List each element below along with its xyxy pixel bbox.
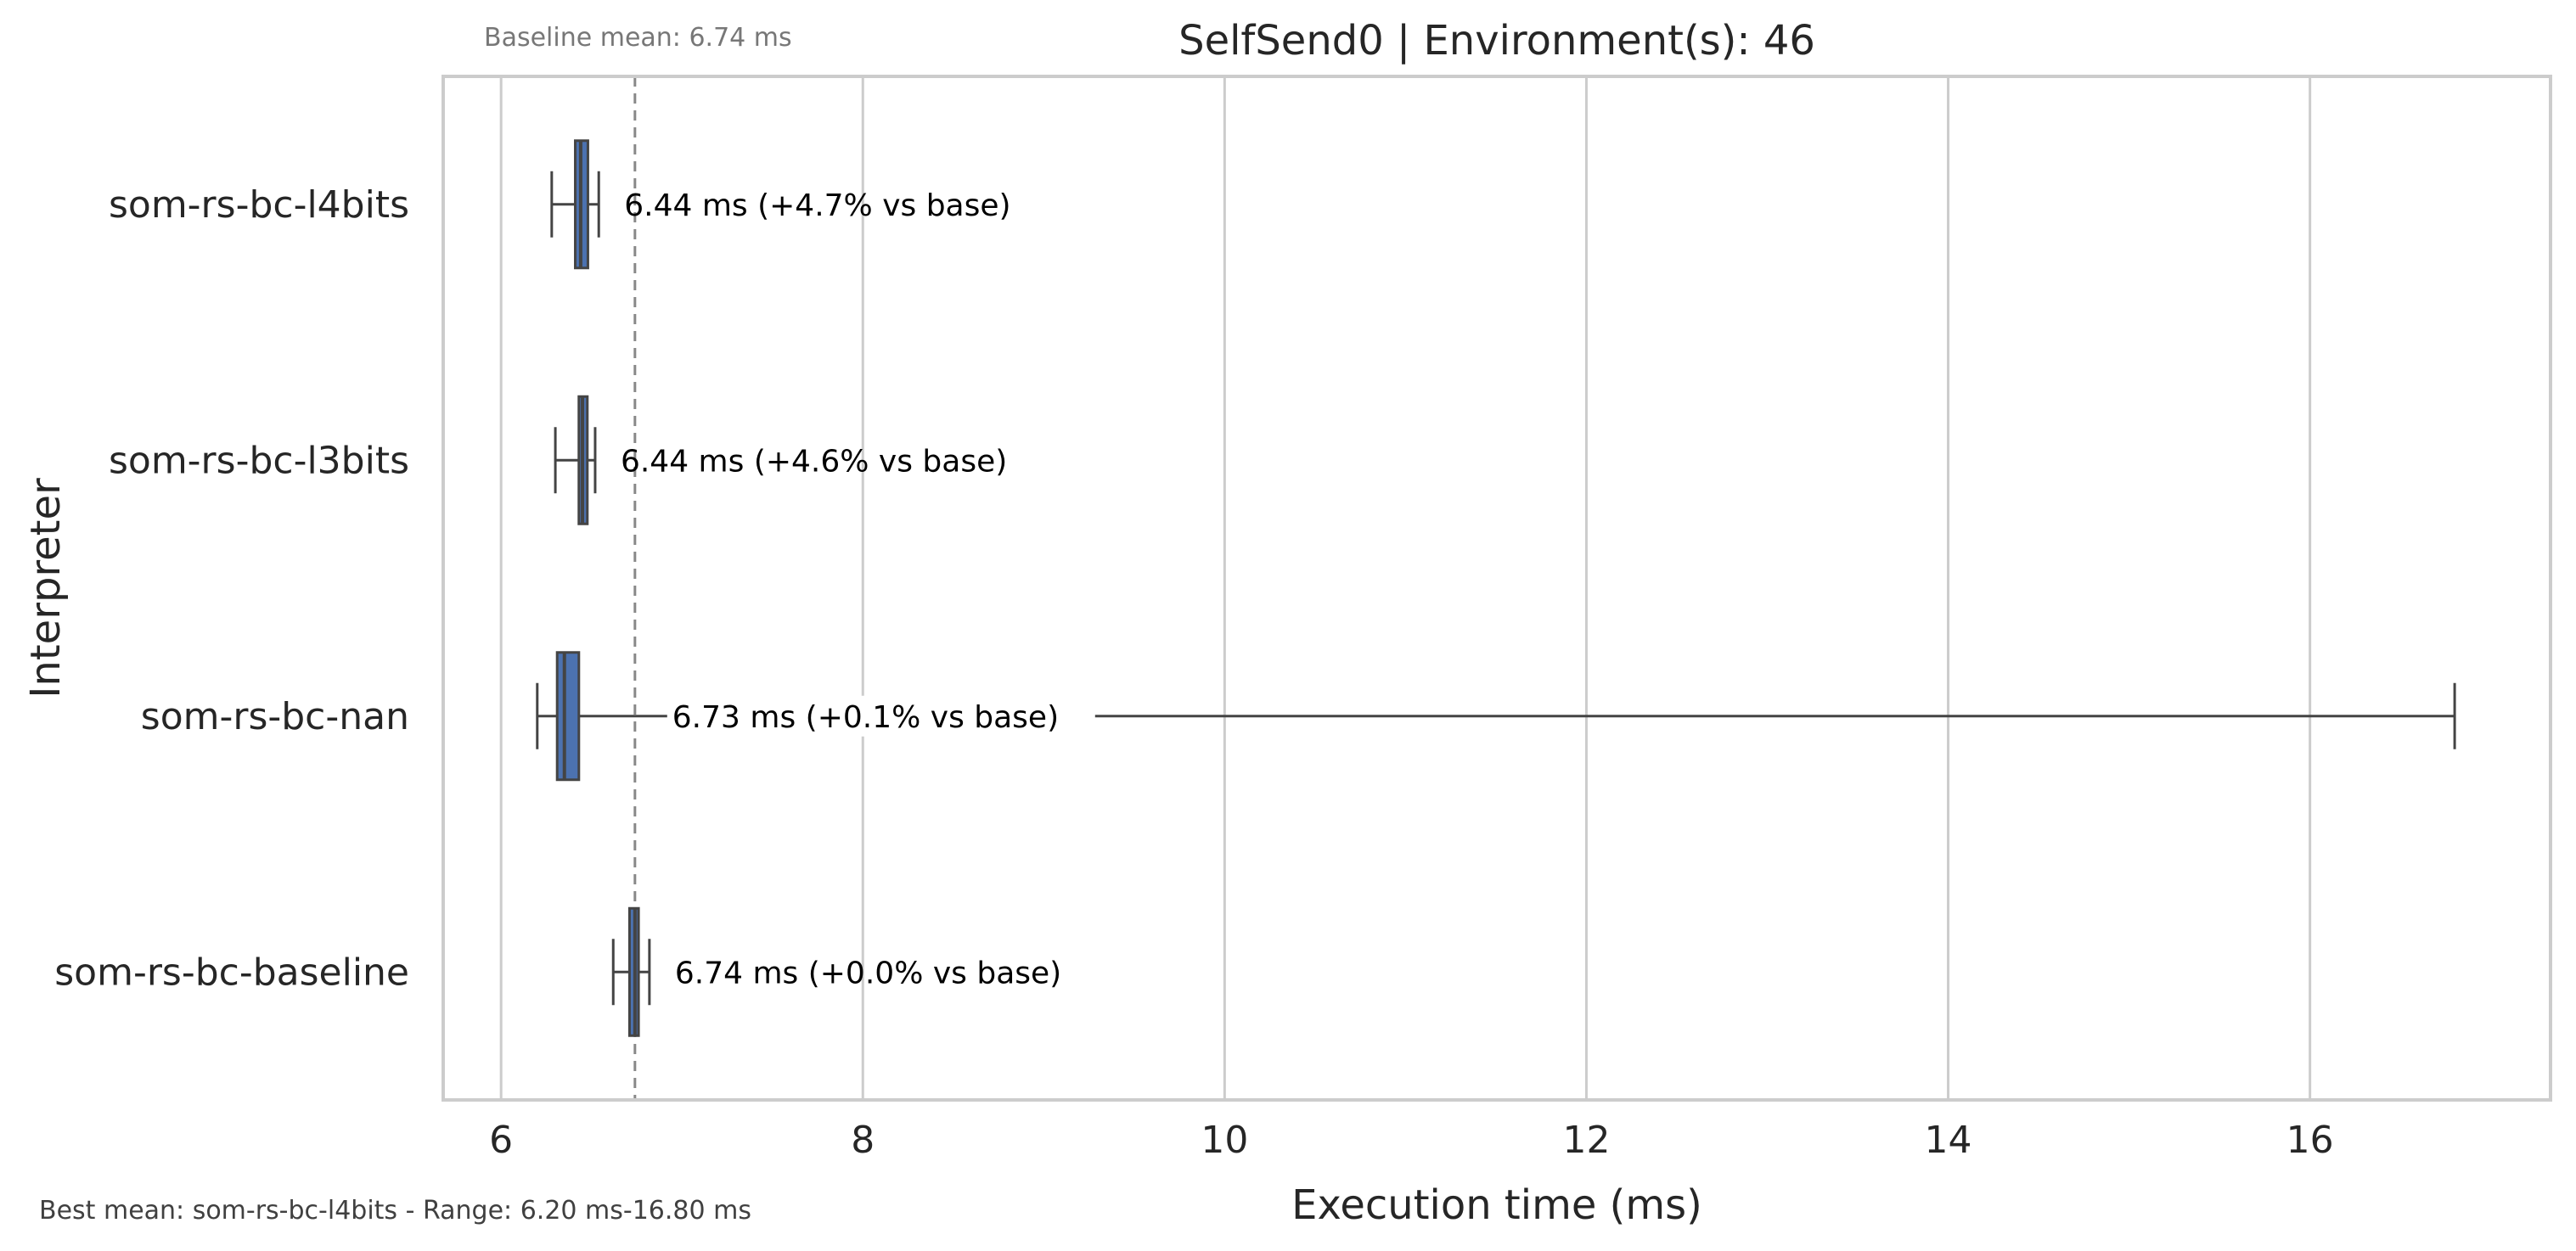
chart-title: SelfSend0 | Environment(s): 46 bbox=[1178, 17, 1815, 65]
box-group: 6.44 ms (+4.7% vs base) bbox=[550, 139, 1011, 270]
box-annotation: 6.44 ms (+4.7% vs base) bbox=[624, 188, 1010, 223]
boxes: 6.44 ms (+4.7% vs base) 6.44 ms (+4.6% vs… bbox=[536, 139, 2456, 1037]
x-axis-title: Execution time (ms) bbox=[1291, 1181, 1702, 1229]
category-label: som-rs-bc-l3bits bbox=[109, 439, 409, 482]
baseline-mean-note: Baseline mean: 6.74 ms bbox=[484, 23, 792, 53]
x-tick-label: 10 bbox=[1201, 1119, 1248, 1162]
category-label: som-rs-bc-l4bits bbox=[109, 183, 409, 227]
grid-lines bbox=[499, 76, 2312, 1100]
category-labels: som-rs-bc-l4bits som-rs-bc-l3bits som-rs-b… bbox=[54, 183, 409, 995]
annotation-bg bbox=[666, 695, 1095, 737]
plot-frame bbox=[442, 75, 2552, 1102]
box bbox=[555, 651, 581, 782]
x-tick-label: 6 bbox=[489, 1119, 513, 1162]
box-annotation: 6.73 ms (+0.1% vs base) bbox=[672, 700, 1059, 735]
y-axis-title: Interpreter bbox=[22, 478, 70, 698]
category-label: som-rs-bc-baseline bbox=[54, 951, 409, 994]
box-annotation: 6.44 ms (+4.6% vs base) bbox=[621, 444, 1007, 479]
box-annotation: 6.74 ms (+0.0% vs base) bbox=[675, 956, 1061, 990]
box-group: 6.73 ms (+0.1% vs base) bbox=[536, 651, 2456, 782]
category-label: som-rs-bc-nan bbox=[141, 695, 409, 738]
x-tick-label: 16 bbox=[2286, 1119, 2334, 1162]
x-tick-label: 14 bbox=[1925, 1119, 1972, 1162]
x-tick-label: 12 bbox=[1562, 1119, 1610, 1162]
box-group: 6.44 ms (+4.6% vs base) bbox=[554, 395, 1007, 525]
x-tick-label: 8 bbox=[851, 1119, 875, 1162]
box-group: 6.74 ms (+0.0% vs base) bbox=[611, 906, 1061, 1037]
footer-note: Best mean: som-rs-bc-l4bits - Range: 6.2… bbox=[39, 1196, 751, 1226]
x-ticks: 6 8 10 12 14 16 bbox=[489, 1119, 2333, 1162]
